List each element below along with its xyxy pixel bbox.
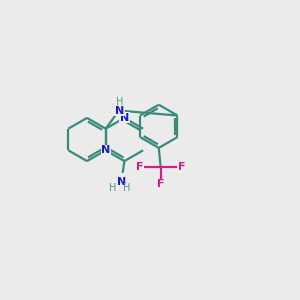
Text: N: N bbox=[120, 113, 129, 123]
Text: H: H bbox=[116, 98, 123, 107]
Text: N: N bbox=[117, 177, 126, 187]
Text: F: F bbox=[178, 162, 185, 172]
Text: H: H bbox=[109, 183, 116, 193]
Text: H: H bbox=[123, 183, 130, 193]
Text: N: N bbox=[101, 145, 110, 155]
Text: F: F bbox=[157, 179, 164, 189]
Text: N: N bbox=[115, 106, 124, 116]
Text: F: F bbox=[136, 162, 143, 172]
